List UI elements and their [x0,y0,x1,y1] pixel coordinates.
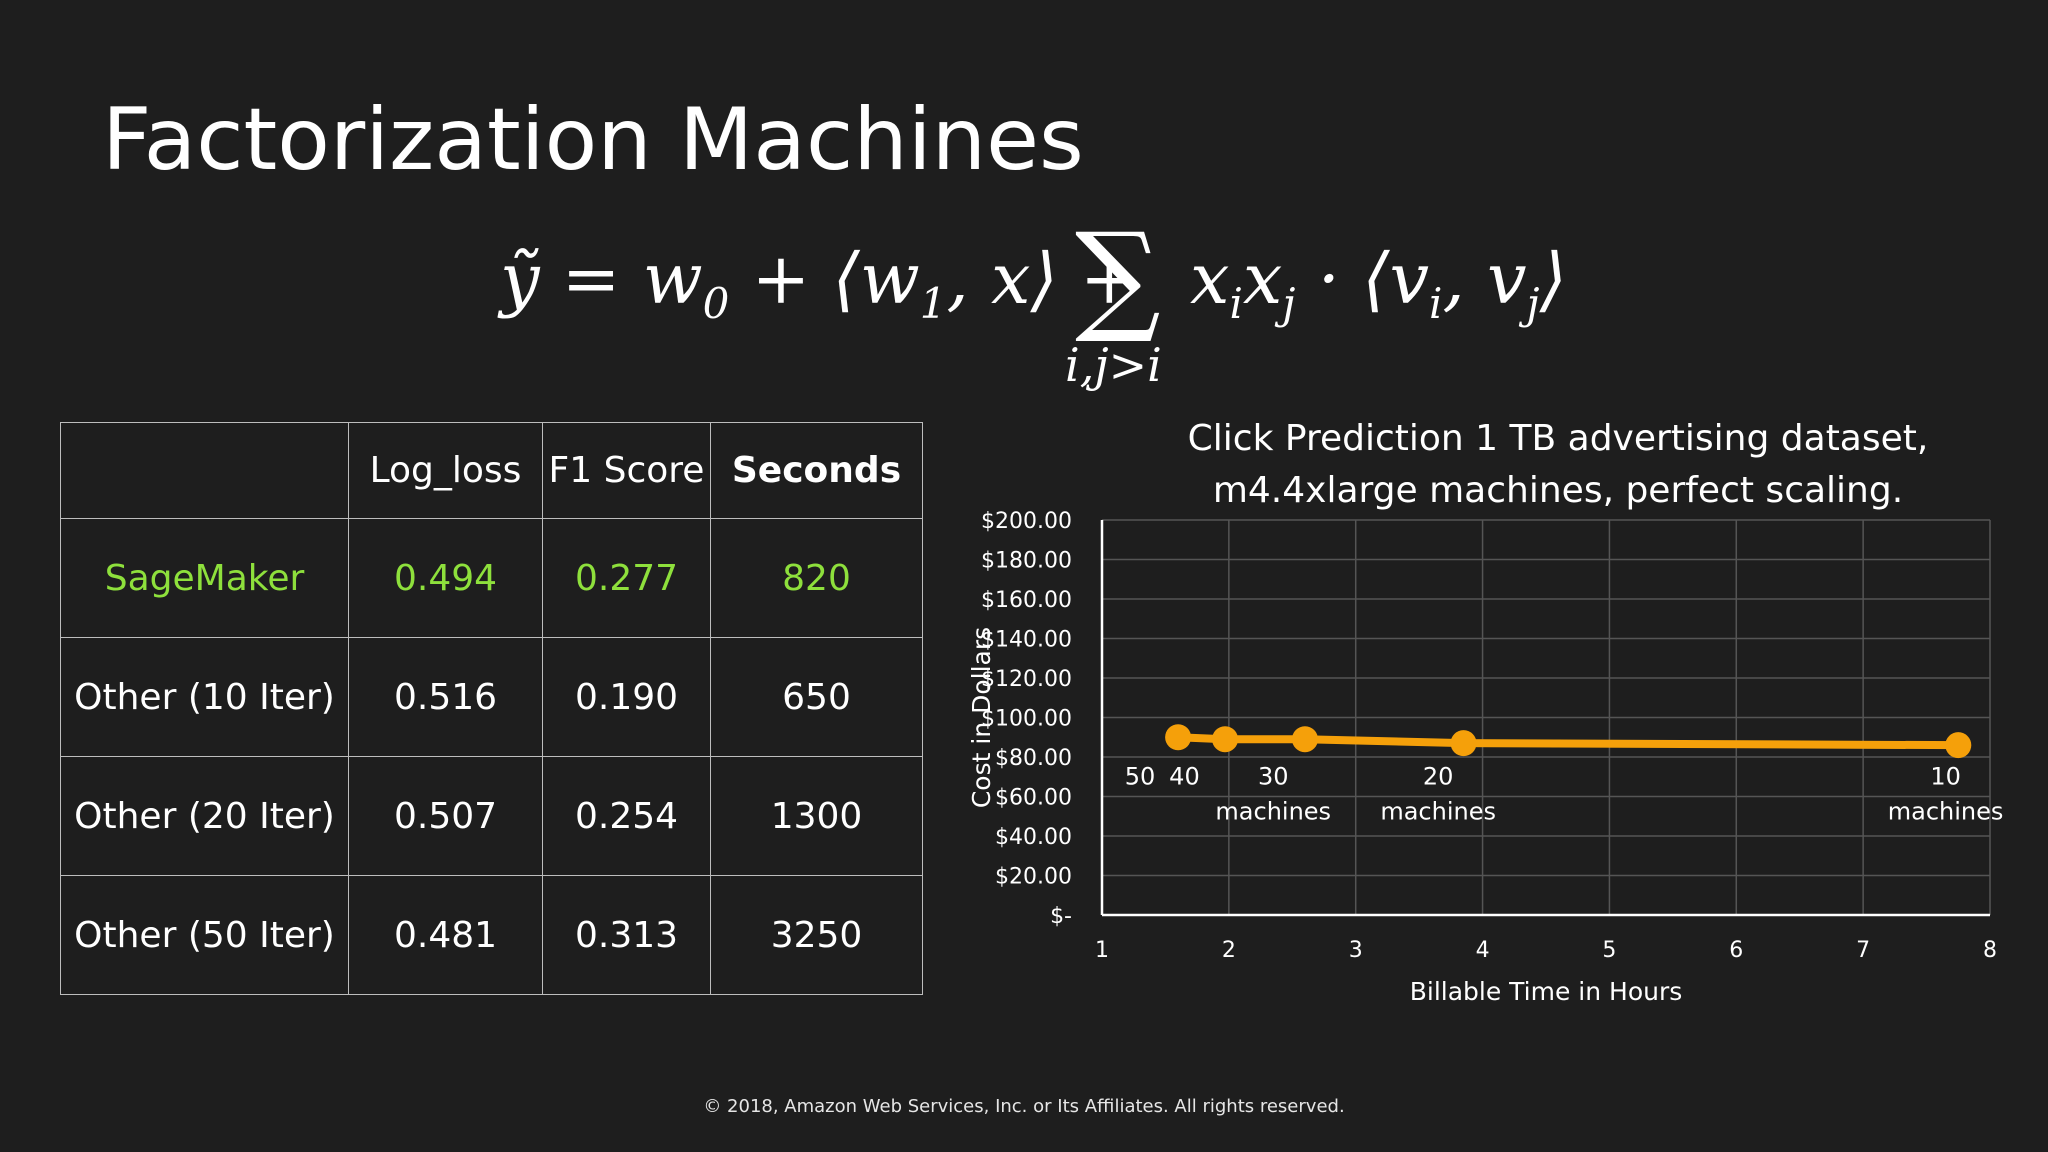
row-log-loss: 0.481 [348,875,543,995]
data-point [1291,726,1318,753]
table-header-row: Log_loss F1 Score Seconds [60,422,923,519]
point-annotation: machines [1380,798,1496,826]
y-tick-label: $200.00 [981,509,1072,534]
row-name: Other (10 Iter) [60,637,349,757]
point-annotation: machines [1215,798,1331,826]
x-tick-label: 4 [1476,938,1490,963]
point-annotation: 40 [1169,763,1200,791]
y-tick-label: $100.00 [981,707,1072,732]
x-tick-label: 7 [1856,938,1870,963]
y-tick-label: $140.00 [981,628,1072,653]
results-table: Log_loss F1 Score Seconds SageMaker 0.49… [60,422,923,995]
point-annotation: machines [1888,798,2004,826]
formula-sum-index: i,j>i [1065,338,1162,392]
x-tick-label: 5 [1602,938,1616,963]
row-f1: 0.277 [542,518,711,638]
row-f1: 0.190 [542,637,711,757]
slide-title: Factorization Machines [102,90,1084,190]
table-row: Other (50 Iter) 0.481 0.313 3250 [60,875,923,995]
chart-title-line: Click Prediction 1 TB advertising datase… [1188,418,1929,459]
point-annotation: 20 [1423,763,1454,791]
y-tick-label: $160.00 [981,588,1072,613]
table-row: Other (20 Iter) 0.507 0.254 1300 [60,756,923,876]
x-axis-label: Billable Time in Hours [1410,977,1683,1006]
y-tick-label: $120.00 [981,667,1072,692]
x-tick-label: 8 [1983,938,1997,963]
table-row: Other (10 Iter) 0.516 0.190 650 [60,637,923,757]
formula-interaction-term: xixj · ⟨vi, vj⟩ [1190,238,1567,328]
row-seconds: 820 [710,518,923,638]
header-log-loss: Log_loss [348,422,543,519]
point-annotation: 10 [1930,763,1961,791]
cost-chart: Click Prediction 1 TB advertising datase… [967,418,2004,1006]
row-seconds: 3250 [710,875,923,995]
row-log-loss: 0.507 [348,756,543,876]
row-name: SageMaker [60,518,349,638]
point-annotation: 30 [1258,763,1289,791]
data-point [1165,724,1192,751]
x-tick-label: 3 [1349,938,1363,963]
copyright-notice: © 2018, Amazon Web Services, Inc. or Its… [703,1096,1345,1117]
data-point [1945,732,1972,759]
row-f1: 0.313 [542,875,711,995]
data-point [1212,726,1239,753]
formula-main: ỹ = w0 + ⟨w1, x⟩ + [500,238,1139,328]
row-f1: 0.254 [542,756,711,876]
row-name: Other (20 Iter) [60,756,349,876]
x-tick-label: 6 [1729,938,1743,963]
row-log-loss: 0.516 [348,637,543,757]
point-annotation: 50 [1125,763,1156,791]
x-tick-label: 1 [1095,938,1109,963]
row-seconds: 1300 [710,756,923,876]
y-tick-label: $20.00 [995,865,1072,890]
row-log-loss: 0.494 [348,518,543,638]
fm-formula: ỹ = w0 + ⟨w1, x⟩ + ∑ i,j>i xixj · ⟨vi, v… [500,208,1580,398]
header-empty [60,422,349,519]
y-tick-label: $60.00 [995,786,1072,811]
row-name: Other (50 Iter) [60,875,349,995]
y-axis-label: Cost in Dollars [967,627,996,808]
header-seconds: Seconds [710,422,923,519]
chart-title-line: m4.4xlarge machines, perfect scaling. [1213,470,1903,511]
header-f1-score: F1 Score [542,422,711,519]
data-point [1450,730,1477,757]
y-tick-label: $40.00 [995,825,1072,850]
y-tick-label: $180.00 [981,549,1072,574]
row-seconds: 650 [710,637,923,757]
x-tick-label: 2 [1222,938,1236,963]
formula-sigma: ∑ [1075,208,1161,347]
y-tick-label: $80.00 [995,746,1072,771]
table-row: SageMaker 0.494 0.277 820 [60,518,923,638]
y-tick-label: $- [1050,904,1072,929]
